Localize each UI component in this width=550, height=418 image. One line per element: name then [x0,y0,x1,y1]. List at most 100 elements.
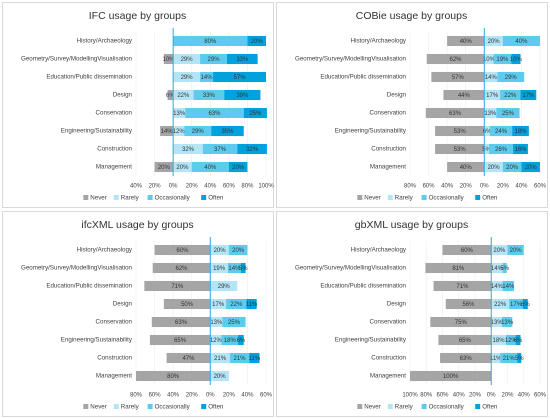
category-label: Geometry/Survey/ModellingVisualisation [295,265,407,272]
bar-segment [425,107,485,119]
bar-segment [522,298,528,310]
data-label: 25% [249,111,262,117]
panel-border [2,2,274,208]
bar-segment [144,280,211,292]
category-label: Conservation [370,319,407,326]
bar-segment [167,89,174,101]
bar-segment [243,107,267,119]
category-label: Management [370,373,406,380]
bar-segment [491,352,501,364]
chart-panel: ifcXML usage by groups 80% 60% 40% 20% 0% 20% 4… [2,211,274,417]
bar-segment [173,161,192,173]
legend-swatch [387,195,393,200]
data-label: 20% [232,165,245,171]
data-label: 6% [483,129,492,135]
data-label: 75% [455,320,468,326]
bar-segment [228,161,248,173]
bar-segment [484,143,489,155]
bar-segment [154,161,174,173]
category-label: Engineering/Sustainability [61,128,133,135]
bar-segment [443,89,485,101]
data-label: 10% [483,57,496,63]
data-label: 21% [503,356,516,362]
data-label: 20% [506,165,519,171]
bar-segment [435,125,485,137]
data-label: 22% [504,93,517,99]
data-label: 17% [212,302,225,308]
x-tick-label: 60% [436,393,449,399]
data-label: 17% [522,93,535,99]
bar-segment [484,35,503,47]
bar-segment [426,53,485,65]
category-label: Conservation [96,319,133,326]
data-label: 18% [493,338,506,344]
bar-segment [210,352,230,364]
data-label: 56% [462,302,475,308]
bar-segment [517,352,522,364]
bar-segment [502,161,522,173]
data-label: 32% [182,147,195,153]
data-label: 47% [182,356,195,362]
category-label: Management [96,164,132,171]
legend-label: Rarely [121,194,140,201]
bar-segment [213,71,266,83]
data-label: 33% [236,57,249,63]
data-label: 10% [510,57,523,63]
category-label: Engineering/Sustainability [61,337,133,344]
legend-label: Often [482,194,498,201]
legend-swatch [475,195,481,200]
data-label: 29% [192,129,205,135]
chart-panel: COBie usage by groups 80% 60% 40% 20% 0% 20% 40… [276,2,548,208]
data-label: 44% [458,93,471,99]
bar-segment [484,53,494,65]
data-label: 13% [173,111,186,117]
data-label: 13% [484,111,497,117]
bar-segment [520,89,537,101]
x-tick-label: 20% [186,184,199,190]
bar-segment [210,262,228,274]
bar-segment [228,244,248,256]
bar-segment [491,298,510,310]
bar-segment [173,89,194,101]
legend-swatch [201,195,207,200]
category-label: Education/Public dissemination [46,283,132,290]
data-label: 25% [228,320,241,326]
bar-segment [200,71,214,83]
bar-segment [484,89,501,101]
x-tick-label: 40% [441,184,454,190]
bar-segment [445,298,492,310]
x-tick-label: 80% [420,393,433,399]
bar-segment [210,370,229,382]
data-label: 5% [515,356,524,362]
bar-segment [193,89,225,101]
data-label: 29% [181,75,194,81]
legend-label: Rarely [395,403,414,410]
data-label: 20% [251,39,264,45]
data-label: 14% [228,266,241,272]
x-tick-label: 20% [497,184,510,190]
data-label: 14% [161,129,174,135]
legend-swatch [357,195,363,200]
bar-segment [442,244,492,256]
data-label: 63% [175,320,188,326]
bar-segment [149,334,211,346]
category-label: Management [370,164,406,171]
data-label: 11% [249,356,261,362]
category-label: Construction [97,355,132,362]
data-label: 22% [230,302,243,308]
bar-segment [507,244,524,256]
chart-title: gbXML usage by groups [355,219,468,231]
x-tick-label: 40% [453,393,466,399]
bar-segment [184,125,212,137]
bar-segment [511,53,521,65]
category-label: Construction [97,146,132,153]
bar-segment [438,334,492,346]
data-label: 20% [176,165,189,171]
data-label: 20% [232,248,245,254]
legend-swatch [147,195,153,200]
data-label: 60% [176,248,189,254]
bar-segment [521,161,540,173]
data-label: 71% [171,284,184,290]
